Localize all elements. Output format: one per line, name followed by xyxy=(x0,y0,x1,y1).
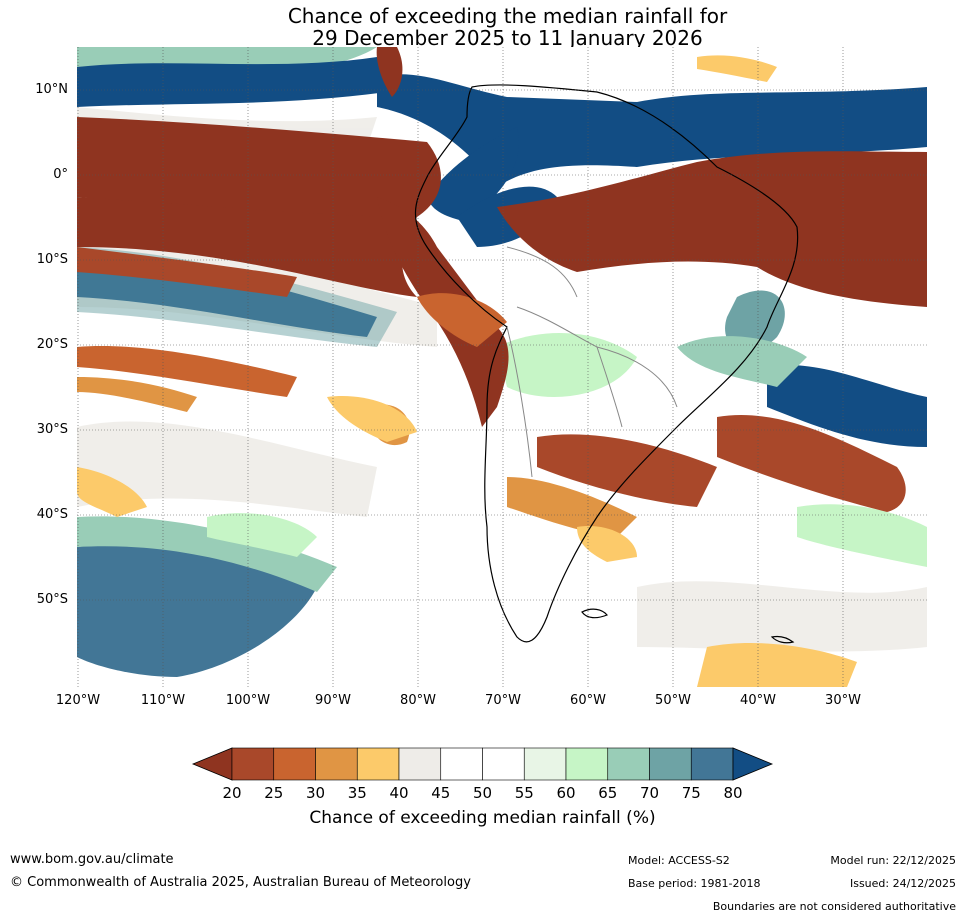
graticule xyxy=(77,47,927,687)
lon-label-60w: 60°W xyxy=(570,693,606,708)
lat-label-20s: 20°S xyxy=(36,337,68,352)
colorbar-tick-label: 25 xyxy=(264,784,284,802)
colorbar-extend-low xyxy=(191,747,233,781)
lon-label-100w: 100°W xyxy=(225,693,271,708)
colorbar xyxy=(191,747,774,781)
copyright-notice: © Commonwealth of Australia 2025, Austra… xyxy=(10,875,471,890)
colorbar-segment xyxy=(482,747,525,781)
lat-label-30s: 30°S xyxy=(36,422,68,437)
colorbar-tick-label: 75 xyxy=(681,784,701,802)
lat-label-50s: 50°S xyxy=(36,592,68,607)
colorbar-tick-label: 65 xyxy=(598,784,618,802)
colorbar-segment xyxy=(690,747,734,781)
colorbar-segment xyxy=(523,747,567,781)
colorbar-segment xyxy=(231,747,275,781)
colorbar-tick-label: 45 xyxy=(431,784,451,802)
colorbar-segment xyxy=(440,747,483,781)
colorbar-tick-label: 20 xyxy=(222,784,242,802)
falkland-islands xyxy=(581,608,608,619)
model-name: Model: ACCESS-S2 xyxy=(628,854,730,867)
colorbar-label: Chance of exceeding median rainfall (%) xyxy=(309,808,656,828)
model-run-date: Model run: 22/12/2025 xyxy=(830,854,956,867)
drier-than-median-areas xyxy=(77,47,927,687)
colorbar-extend-high xyxy=(732,747,774,781)
lon-label-40w: 40°W xyxy=(740,693,776,708)
lat-label-40s: 40°S xyxy=(36,507,68,522)
lon-label-30w: 30°W xyxy=(825,693,861,708)
lon-label-50w: 50°W xyxy=(655,693,691,708)
country-borders xyxy=(506,246,678,478)
colorbar-tick-label: 40 xyxy=(389,784,409,802)
rainfall-probability-map xyxy=(77,47,927,687)
issued-date: Issued: 24/12/2025 xyxy=(849,877,956,890)
chart-title-line1: Chance of exceeding the median rainfall … xyxy=(287,4,728,28)
colorbar-tick-label: 30 xyxy=(305,784,326,802)
lon-label-120w: 120°W xyxy=(55,693,101,708)
coastline xyxy=(414,84,799,643)
lat-label-10s: 10°S xyxy=(36,252,68,267)
lat-label-0: 0° xyxy=(53,167,68,182)
lon-label-90w: 90°W xyxy=(315,693,351,708)
colorbar-segment xyxy=(273,747,316,781)
colorbar-tick-label: 60 xyxy=(556,784,576,802)
colorbar-tick-label: 50 xyxy=(472,784,493,802)
lon-label-70w: 70°W xyxy=(485,693,521,708)
colorbar-tick-label: 80 xyxy=(723,784,743,802)
colorbar-tick-label: 35 xyxy=(347,784,367,802)
colorbar-segment xyxy=(565,747,609,781)
colorbar-segment xyxy=(649,747,692,781)
colorbar-segment xyxy=(607,747,650,781)
lat-label-10n: 10°N xyxy=(35,82,68,97)
base-period: Base period: 1981-2018 xyxy=(628,877,761,890)
lon-label-110w: 110°W xyxy=(140,693,186,708)
colorbar-segment xyxy=(398,747,442,781)
colorbar-segment xyxy=(315,747,358,781)
bom-climate-link[interactable]: www.bom.gov.au/climate xyxy=(10,852,174,867)
colorbar-tick-label: 55 xyxy=(514,784,534,802)
colorbar-tick-label: 70 xyxy=(639,784,660,802)
colorbar-segment xyxy=(356,747,400,781)
lon-label-80w: 80°W xyxy=(400,693,436,708)
boundaries-disclaimer: Boundaries are not considered authoritat… xyxy=(712,900,956,913)
chart-title-line2: 29 December 2025 to 11 January 2026 xyxy=(312,26,703,50)
south-georgia xyxy=(770,635,795,644)
